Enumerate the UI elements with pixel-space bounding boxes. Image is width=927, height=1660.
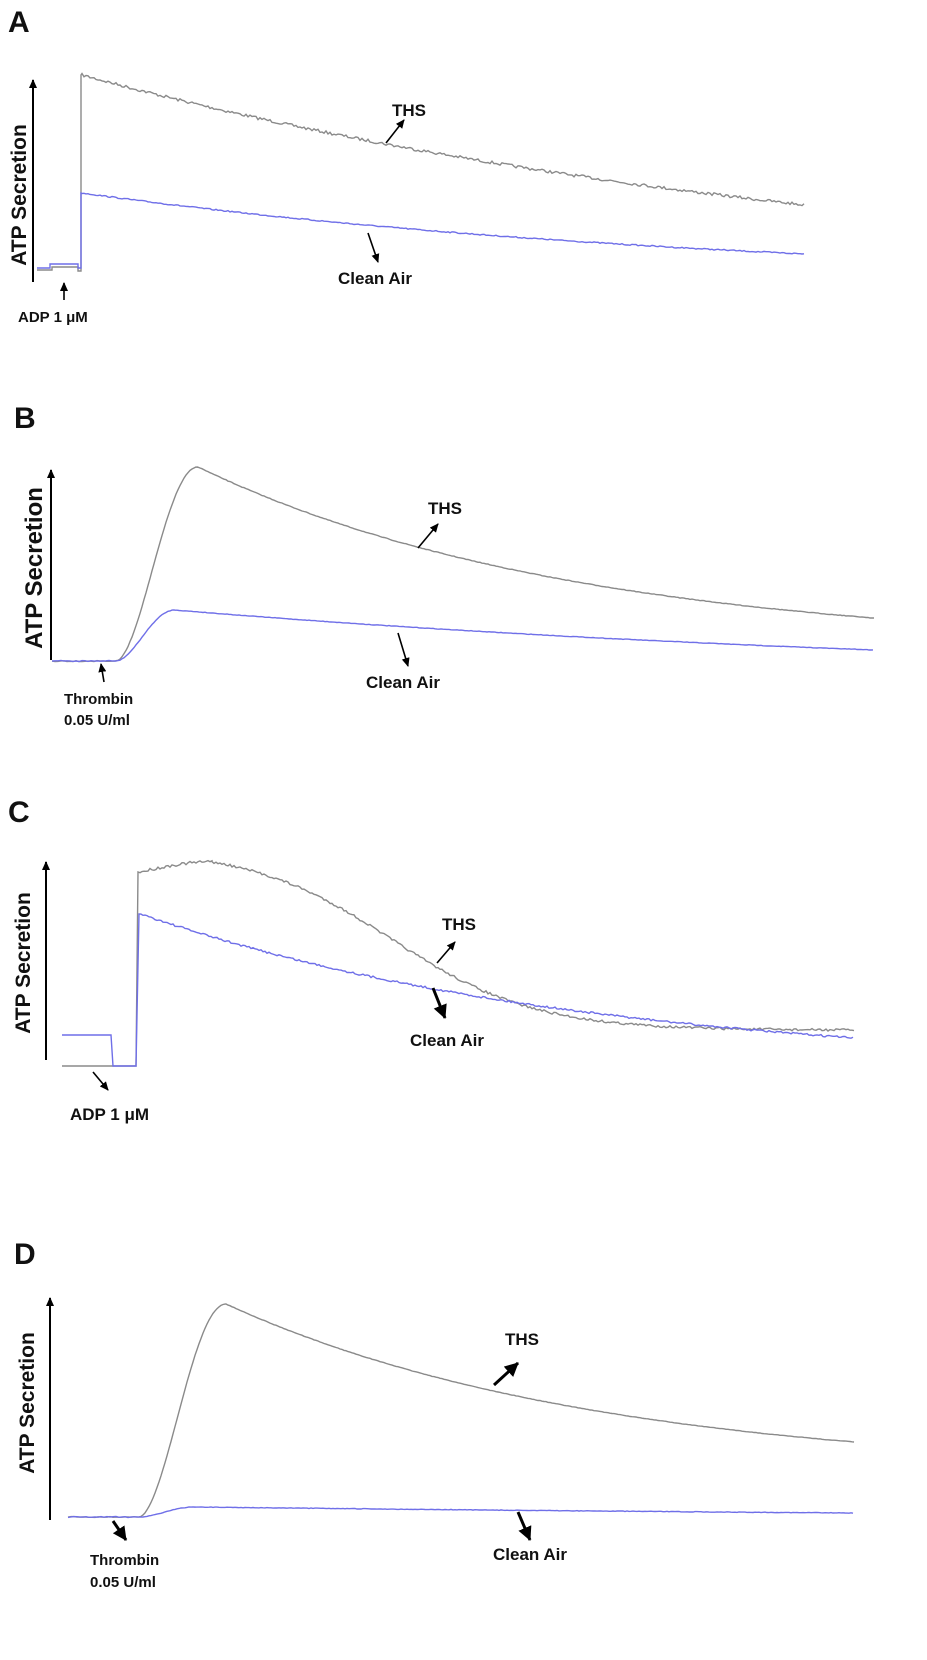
- panel-c: C ATP Secretion ADP 1 μM THS Clean Air: [8, 796, 855, 1124]
- panel-c-y-label: ATP Secretion: [12, 892, 35, 1034]
- panel-d: D ATP Secretion Thrombin 0.05 U/ml THS C…: [14, 1238, 855, 1591]
- panel-d-clean-air-arrow: [516, 1511, 532, 1541]
- panel-a-letter: A: [8, 6, 30, 39]
- panel-a-clean-air-label: Clean Air: [338, 269, 412, 288]
- panel-a-ths-trace: [37, 72, 805, 272]
- panel-c-ths-label: THS: [442, 915, 476, 934]
- panel-a-clean-air-trace: [37, 191, 805, 269]
- panel-d-stimulus-arrow: [111, 1520, 128, 1541]
- panel-b-ths-label: THS: [428, 499, 462, 518]
- panel-c-stimulus-arrow: [92, 1071, 109, 1091]
- panel-d-letter: D: [14, 1238, 36, 1271]
- panel-b-y-label: ATP Secretion: [21, 487, 48, 649]
- panel-a: A ATP Secretion ADP 1 μM THS Clean Air: [8, 6, 805, 326]
- panel-c-clean-air-label: Clean Air: [410, 1031, 484, 1050]
- panel-a-ths-label: THS: [392, 101, 426, 120]
- panel-b-ths-trace: [51, 466, 875, 663]
- panel-b-ths-arrow: [417, 523, 439, 549]
- panel-b-clean-air-label: Clean Air: [366, 673, 440, 692]
- panel-d-clean-air-trace: [67, 1506, 854, 1519]
- panel-b-clean-air-arrow: [397, 632, 410, 667]
- panel-c-letter: C: [8, 796, 30, 829]
- panel-a-ths-arrow: [385, 119, 405, 144]
- panel-c-ths-arrow: [436, 941, 456, 964]
- panel-b-letter: B: [14, 402, 36, 435]
- panel-d-stimulus-label-2: 0.05 U/ml: [90, 1574, 156, 1591]
- panel-d-stimulus-label-1: Thrombin: [90, 1552, 159, 1569]
- panel-a-stimulus-label: ADP 1 μM: [18, 309, 88, 326]
- panel-d-ths-label: THS: [505, 1330, 539, 1349]
- panel-c-clean-air-trace: [62, 913, 854, 1067]
- panel-a-y-label: ATP Secretion: [8, 124, 31, 266]
- panel-d-y-label: ATP Secretion: [16, 1332, 39, 1474]
- panel-c-clean-air-arrow: [431, 987, 447, 1019]
- panel-d-ths-arrow: [492, 1361, 520, 1387]
- panel-d-clean-air-label: Clean Air: [493, 1545, 567, 1564]
- panel-b-clean-air-trace: [51, 609, 874, 663]
- panel-b: B ATP Secretion Thrombin 0.05 U/ml THS C…: [14, 402, 875, 729]
- panel-d-ths-trace: [67, 1303, 855, 1519]
- panel-c-stimulus-label: ADP 1 μM: [70, 1105, 149, 1124]
- panel-b-stimulus-label-1: Thrombin: [64, 691, 133, 708]
- panel-a-clean-air-arrow: [367, 232, 380, 263]
- panel-b-stimulus-label-2: 0.05 U/ml: [64, 712, 130, 729]
- panel-b-stimulus-arrow: [98, 663, 107, 683]
